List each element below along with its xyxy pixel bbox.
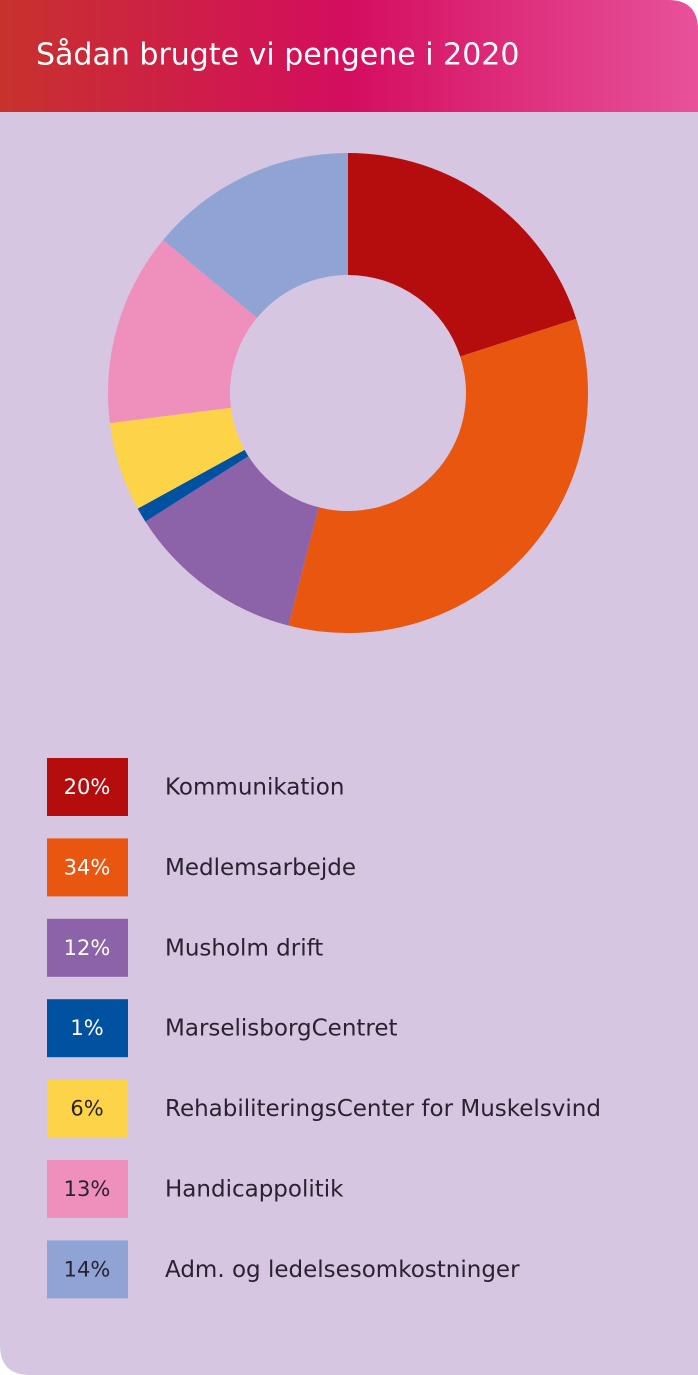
legend-label: MarselisborgCentret — [165, 1016, 398, 1042]
legend-swatch — [47, 1160, 128, 1218]
legend-value-label: 12% — [64, 936, 111, 960]
legend-swatch — [47, 838, 128, 897]
slice — [137, 449, 249, 522]
chart-title: Sådan brugte vi pengene i 2020 — [36, 38, 519, 73]
legend-value-label: 20% — [64, 775, 111, 799]
slice — [109, 407, 245, 509]
slice — [163, 153, 348, 318]
legend-label: Medlemsarbejde — [165, 855, 356, 881]
slice — [348, 153, 577, 357]
legend-value-label: 34% — [64, 855, 111, 879]
legend-swatch — [47, 999, 128, 1058]
legend-swatch — [47, 758, 128, 816]
legend-label: Adm. og ledelsesomkostninger — [165, 1257, 520, 1283]
legend-swatch — [47, 1240, 128, 1299]
legend-label: Musholm drift — [165, 935, 323, 961]
slice — [108, 240, 258, 424]
legend-label: Handicappolitik — [165, 1177, 344, 1203]
header — [0, 0, 698, 112]
legend-swatch — [47, 918, 128, 977]
legend-value-label: 13% — [64, 1177, 111, 1201]
legend-label: Kommunikation — [165, 775, 344, 801]
legend-swatch — [47, 1079, 128, 1138]
legend-value-label: 6% — [70, 1097, 103, 1121]
slice — [288, 318, 588, 634]
legend-label: RehabiliteringsCenter for Muskelsvind — [165, 1096, 601, 1122]
legend-value-label: 1% — [70, 1016, 103, 1040]
slice — [145, 456, 319, 626]
legend-value-label: 14% — [64, 1257, 111, 1281]
